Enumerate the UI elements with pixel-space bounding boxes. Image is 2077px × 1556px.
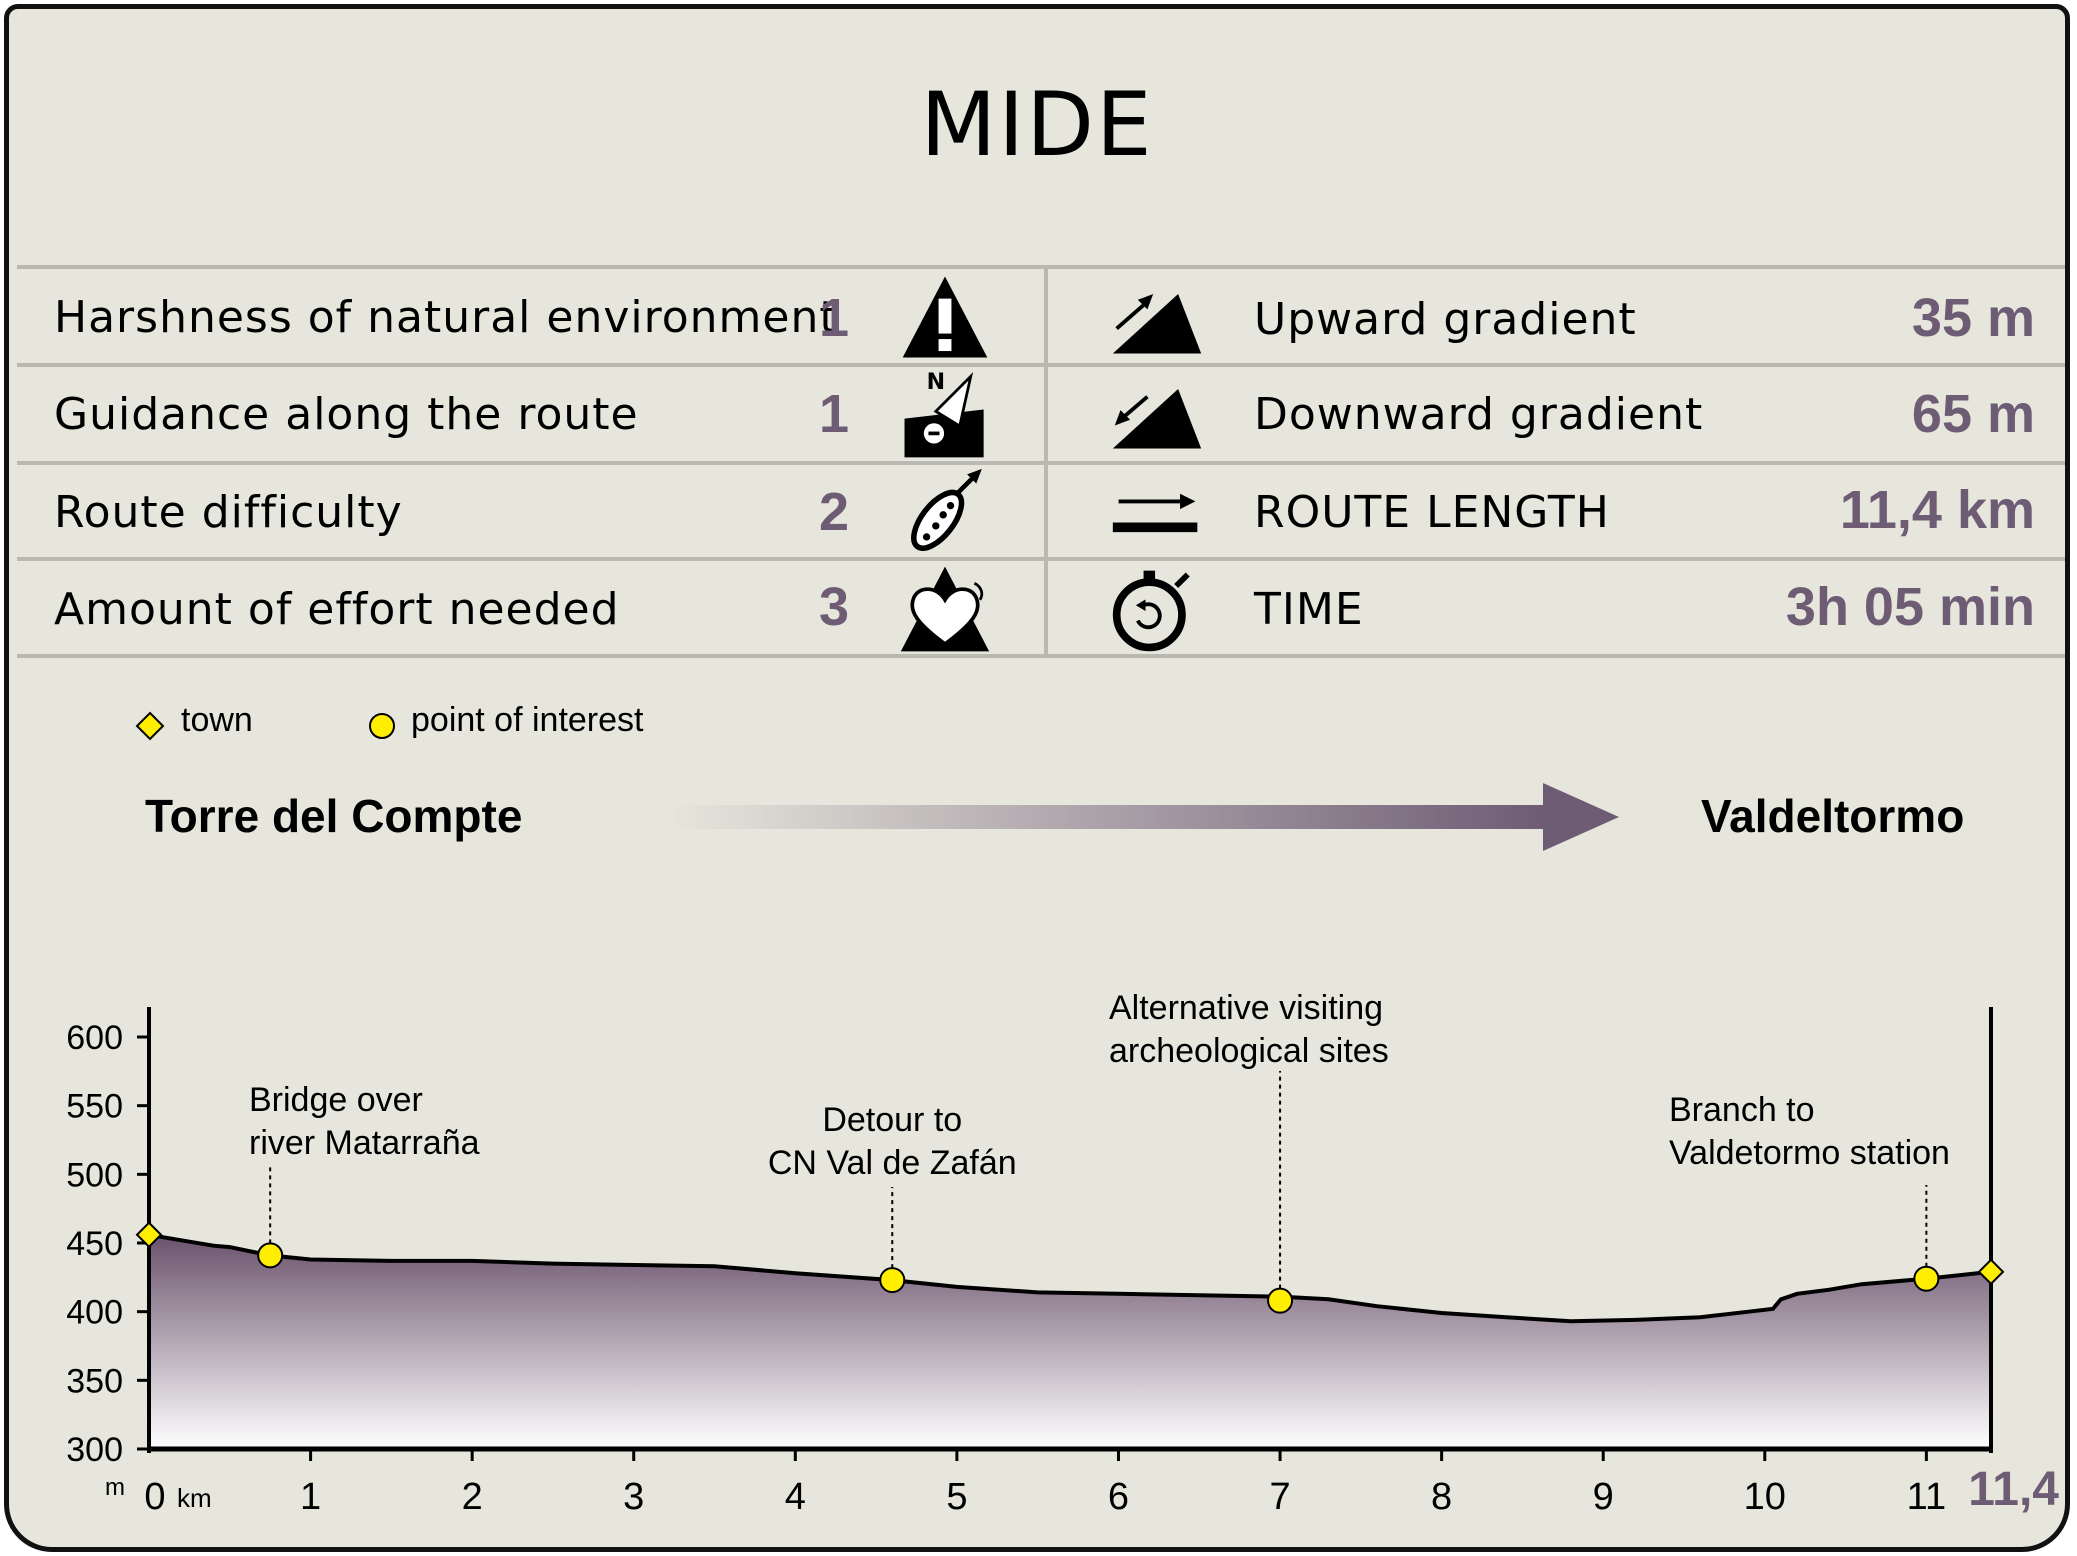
elevation-line — [148, 1232, 1992, 1324]
y-axis-unit: m — [105, 1474, 125, 1501]
divider — [17, 265, 2065, 269]
column-divider — [1044, 265, 1048, 657]
mide-value-difficulty: 2 — [819, 482, 850, 542]
compass-signpost-icon: N — [904, 370, 984, 458]
poi-marker — [257, 1242, 284, 1269]
x-axis-unit: km — [177, 1483, 212, 1513]
x-tick-label: 8 — [1431, 1476, 1452, 1518]
poi-marker — [1267, 1287, 1294, 1314]
downward-gradient-icon — [1112, 389, 1202, 449]
poi-label: river Matarraña — [249, 1124, 480, 1162]
x-tick-label: 2 — [462, 1476, 483, 1518]
y-tick-label: 500 — [66, 1156, 123, 1194]
stopwatch-icon — [1112, 570, 1190, 652]
x-tick-label: 5 — [946, 1476, 967, 1518]
poi-label: Alternative visiting — [1109, 989, 1383, 1027]
route-direction-arrow-icon — [669, 783, 1619, 851]
poi-label: Branch to — [1669, 1091, 1815, 1129]
mide-value-harshness: 1 — [819, 288, 850, 348]
divider — [17, 557, 2065, 561]
y-tick-label: 350 — [66, 1362, 123, 1400]
y-tick-label: 600 — [66, 1019, 123, 1057]
y-tick-label: 300 — [66, 1431, 123, 1469]
mide-value-effort: 3 — [819, 577, 850, 637]
warning-icon — [902, 276, 988, 358]
divider — [17, 654, 2065, 658]
stat-label-downward: Downward gradient — [1254, 389, 1704, 440]
legend-town-label: town — [181, 701, 253, 739]
town-marker — [135, 1221, 163, 1249]
mide-card: MIDE Harshness of natural environment 1 … — [4, 4, 2070, 1552]
x-tick-label: 11 — [1907, 1476, 1946, 1518]
mide-label-guidance: Guidance along the route — [54, 389, 639, 440]
stat-value-upward: 35 m — [1911, 288, 2035, 348]
stat-label-length: ROUTE LENGTH — [1254, 487, 1610, 538]
route-length-icon — [1112, 493, 1198, 533]
footprint-icon — [911, 468, 982, 551]
mide-label-difficulty: Route difficulty — [54, 487, 403, 538]
x-tick-label: 1 — [300, 1476, 321, 1518]
legend-poi-label: point of interest — [411, 701, 644, 739]
stat-value-length: 11,4 km — [1839, 480, 2035, 540]
divider — [17, 363, 2065, 367]
x-tick-label: 0 — [144, 1476, 165, 1518]
y-tick-label: 400 — [66, 1294, 123, 1332]
poi-label: archeological sites — [1109, 1032, 1389, 1070]
page-title: MIDE — [920, 73, 1154, 176]
x-tick-label: 4 — [785, 1476, 806, 1518]
poi-label: CN Val de Zafán — [768, 1144, 1017, 1182]
stat-value-time: 3h 05 min — [1785, 577, 2035, 637]
route-end: Valdeltormo — [1701, 790, 1965, 842]
route-start: Torre del Compte — [145, 790, 523, 842]
town-marker — [1977, 1258, 2005, 1286]
x-end-label: 11,4 — [1968, 1463, 2059, 1516]
x-tick-label: 3 — [623, 1476, 644, 1518]
stat-value-downward: 65 m — [1911, 384, 2035, 444]
mide-label-effort: Amount of effort needed — [54, 584, 620, 635]
heart-mountain-icon — [900, 566, 990, 652]
poi-label: Bridge over — [249, 1081, 423, 1119]
poi-marker — [1913, 1265, 1940, 1292]
elevation-profile-chart: 300 350 400 450 500 550 600 m 0 1 2 3 4 5 6 7 8 9 10 11 km 11… — [66, 989, 2059, 1518]
elevation-area — [149, 1234, 1991, 1449]
x-tick-label: 7 — [1269, 1476, 1290, 1518]
x-tick-label: 10 — [1744, 1476, 1786, 1518]
stat-label-time: TIME — [1254, 584, 1364, 635]
x-tick-label: 9 — [1593, 1476, 1614, 1518]
upward-gradient-icon — [1112, 294, 1202, 354]
town-legend-icon — [135, 711, 165, 741]
y-tick-label: 450 — [66, 1225, 123, 1263]
poi-legend-icon — [369, 713, 395, 739]
divider — [17, 461, 2065, 465]
poi-label: Detour to — [822, 1101, 962, 1139]
poi-label: Valdetormo station — [1669, 1134, 1950, 1172]
svg-text:N: N — [927, 370, 945, 395]
poi-marker — [879, 1267, 906, 1294]
stat-label-upward: Upward gradient — [1254, 294, 1637, 345]
mide-value-guidance: 1 — [819, 384, 850, 444]
y-tick-label: 550 — [66, 1088, 123, 1126]
x-tick-label: 6 — [1108, 1476, 1129, 1518]
mide-label-harshness: Harshness of natural environment — [54, 292, 838, 343]
